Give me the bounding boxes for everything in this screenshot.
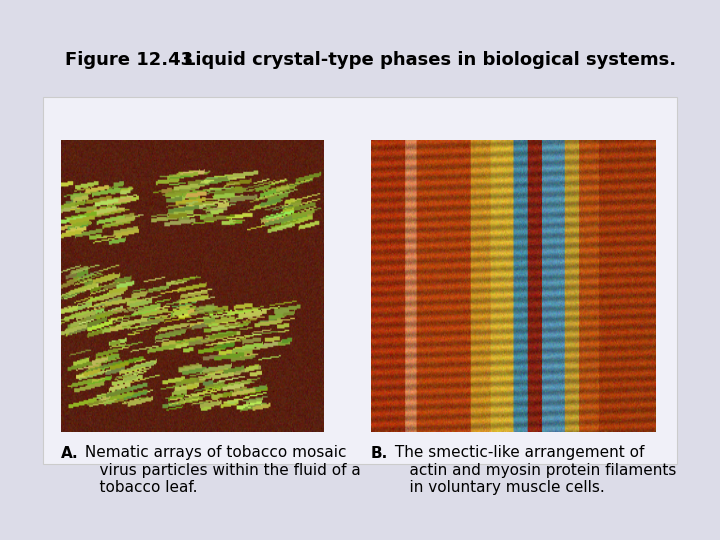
FancyBboxPatch shape <box>43 97 677 464</box>
Text: Liquid crystal-type phases in biological systems.: Liquid crystal-type phases in biological… <box>184 51 676 69</box>
Text: B.: B. <box>371 446 388 461</box>
Text: The smectic-like arrangement of
    actin and myosin protein filaments
    in vo: The smectic-like arrangement of actin an… <box>390 446 676 495</box>
Text: Nematic arrays of tobacco mosaic
    virus particles within the fluid of a
    t: Nematic arrays of tobacco mosaic virus p… <box>80 446 361 495</box>
Text: Figure 12.43: Figure 12.43 <box>65 51 193 69</box>
Text: A.: A. <box>61 446 78 461</box>
